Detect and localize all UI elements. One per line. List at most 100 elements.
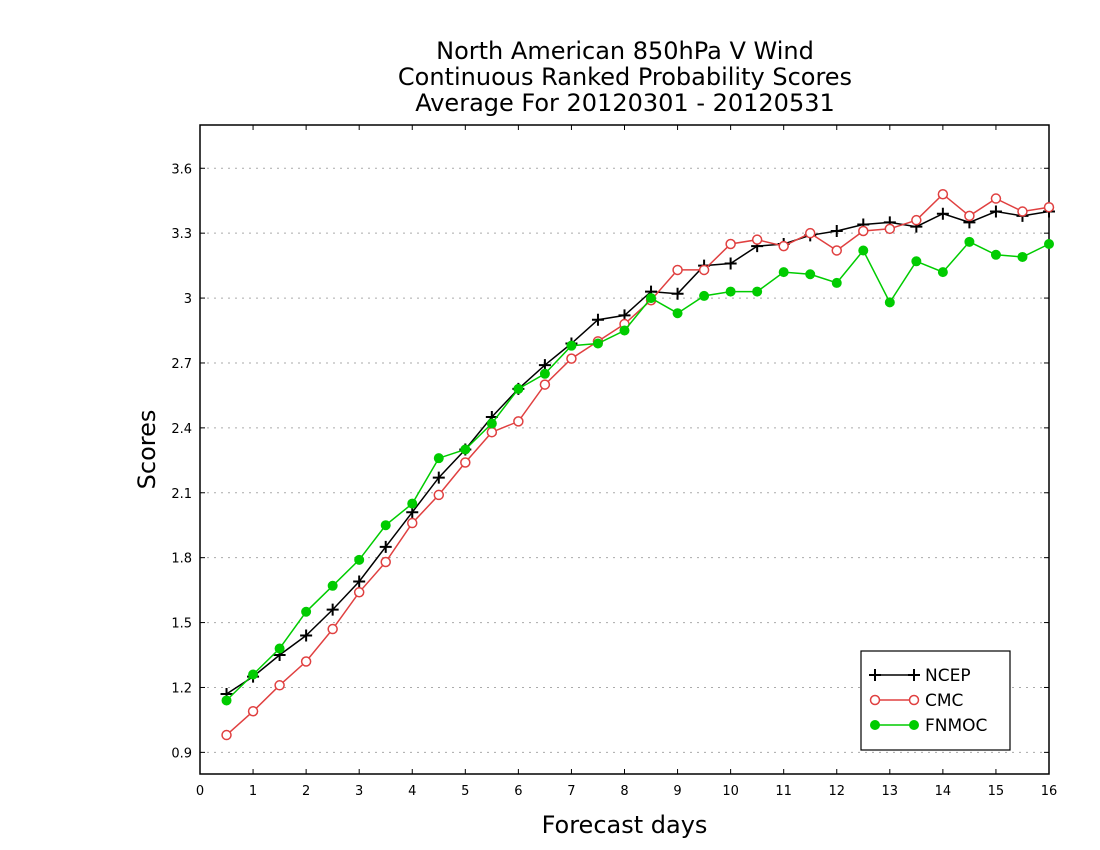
data-point-fnmoc xyxy=(699,290,710,301)
data-point-ncep xyxy=(830,225,843,238)
data-point-fnmoc xyxy=(619,325,630,336)
series-fnmoc xyxy=(221,236,1054,706)
x-axis-title: Forecast days xyxy=(542,811,708,839)
data-point-fnmoc xyxy=(327,580,338,591)
series-group xyxy=(220,188,1055,741)
data-point-fnmoc xyxy=(990,249,1001,260)
legend-marker-fnmoc xyxy=(870,720,880,730)
legend-marker-fnmoc xyxy=(909,720,919,730)
x-tick-label: 14 xyxy=(935,784,952,799)
x-tick-label: 9 xyxy=(673,784,681,799)
x-tick-label: 7 xyxy=(567,784,575,799)
series-line-fnmoc xyxy=(225,240,1050,701)
data-point-cmc xyxy=(937,188,949,200)
data-point-fnmoc xyxy=(486,418,497,429)
data-point-cmc xyxy=(725,238,736,250)
legend-label-fnmoc: FNMOC xyxy=(925,716,987,736)
data-point-fnmoc xyxy=(778,267,789,278)
y-tick-label: 3 xyxy=(184,292,192,307)
data-point-fnmoc xyxy=(274,643,285,654)
x-tick-label: 16 xyxy=(1041,784,1058,799)
data-point-cmc xyxy=(858,225,869,237)
series-cmc xyxy=(221,188,1055,741)
data-point-cmc xyxy=(274,680,285,691)
y-tick-label: 1.8 xyxy=(171,552,192,567)
data-point-fnmoc xyxy=(937,267,948,278)
data-point-cmc xyxy=(566,353,577,364)
x-tick-label: 0 xyxy=(196,784,204,799)
y-tick-label: 1.5 xyxy=(171,617,192,632)
data-point-cmc xyxy=(460,457,471,468)
y-tick-label: 0.9 xyxy=(171,746,192,761)
data-point-fnmoc xyxy=(433,453,444,464)
data-point-cmc xyxy=(247,706,259,717)
data-point-fnmoc xyxy=(725,286,736,297)
legend-item-cmc: CMC xyxy=(869,691,963,711)
data-point-fnmoc xyxy=(301,606,312,617)
data-point-fnmoc xyxy=(1017,251,1028,262)
data-point-fnmoc xyxy=(592,338,603,349)
x-tick-label: 11 xyxy=(775,784,792,799)
data-point-fnmoc xyxy=(513,383,524,394)
data-point-ncep xyxy=(379,540,392,553)
legend-label-ncep: NCEP xyxy=(925,666,971,686)
data-point-fnmoc xyxy=(858,245,869,256)
chart-title-line-2: Continuous Ranked Probability Scores xyxy=(397,63,853,91)
legend: NCEP CMC FNMOC xyxy=(860,650,1011,751)
data-point-cmc xyxy=(831,245,842,256)
y-tick-label: 1.2 xyxy=(171,681,192,696)
data-point-cmc xyxy=(513,416,524,427)
x-tick-label: 8 xyxy=(620,784,628,799)
data-point-ncep xyxy=(936,207,949,220)
legend-marker-cmc xyxy=(869,694,881,706)
data-point-fnmoc xyxy=(407,498,418,509)
data-point-fnmoc xyxy=(460,444,471,455)
legend-label-cmc: CMC xyxy=(925,691,963,711)
y-tick-label: 3.3 xyxy=(171,227,192,242)
data-point-cmc xyxy=(353,587,365,598)
data-point-cmc xyxy=(698,264,710,276)
data-point-cmc xyxy=(1017,206,1028,217)
data-point-cmc xyxy=(804,227,816,239)
data-point-fnmoc xyxy=(566,340,577,351)
chart-title-line-3: Average For 20120301 - 20120531 xyxy=(415,89,835,117)
data-point-fnmoc xyxy=(805,269,816,280)
legend-item-fnmoc: FNMOC xyxy=(870,716,987,736)
data-point-cmc xyxy=(327,623,338,635)
data-point-ncep xyxy=(724,257,737,270)
data-point-ncep xyxy=(591,313,604,326)
x-tick-label: 4 xyxy=(408,784,416,799)
data-point-fnmoc xyxy=(911,256,922,267)
data-point-cmc xyxy=(911,214,922,226)
y-tick-label: 2.1 xyxy=(171,487,192,502)
y-tick-label: 2.7 xyxy=(171,357,192,372)
data-point-ncep xyxy=(353,575,366,588)
series-ncep xyxy=(220,205,1055,700)
data-point-cmc xyxy=(407,517,418,529)
data-point-cmc xyxy=(990,193,1002,204)
x-tick-label: 3 xyxy=(355,784,363,799)
data-point-fnmoc xyxy=(539,368,550,379)
data-point-cmc xyxy=(539,379,551,390)
x-tick-label: 13 xyxy=(882,784,899,799)
chart-title-line-1: North American 850hPa V Wind xyxy=(436,37,814,65)
data-point-cmc xyxy=(300,656,312,667)
data-point-fnmoc xyxy=(1044,238,1054,249)
data-point-fnmoc xyxy=(831,277,842,288)
x-tick-label: 5 xyxy=(461,784,469,799)
data-point-cmc xyxy=(672,264,683,276)
data-point-ncep xyxy=(432,471,445,484)
x-tick-label: 6 xyxy=(514,784,522,799)
legend-marker-cmc xyxy=(908,694,920,706)
data-point-cmc xyxy=(884,223,896,235)
data-point-cmc xyxy=(221,729,232,741)
data-point-ncep xyxy=(989,205,1002,218)
legend-item-ncep: NCEP xyxy=(869,666,971,686)
legend-marker-ncep xyxy=(908,669,920,681)
data-point-fnmoc xyxy=(221,695,232,706)
data-point-cmc xyxy=(486,426,498,438)
data-point-ncep xyxy=(671,287,684,300)
data-point-fnmoc xyxy=(672,308,683,319)
data-point-ncep xyxy=(326,603,339,616)
